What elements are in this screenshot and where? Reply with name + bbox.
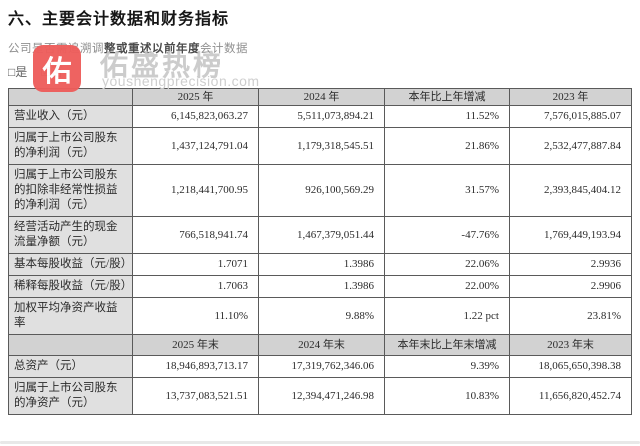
cell-value: 22.06% (384, 253, 510, 276)
cell-value: -47.76% (384, 216, 510, 254)
header-2025: 2025 年 (132, 88, 259, 106)
cell-value: 2,532,477,887.84 (509, 127, 632, 165)
row-label: 总资产（元） (8, 355, 133, 378)
question-text-overlapped: 整或重述以前年度 (104, 43, 200, 55)
row-label: 营业收入（元） (8, 105, 133, 128)
cell-value: 7,576,015,885.07 (509, 105, 632, 128)
table-row-net-profit: 归属于上市公司股东的净利润（元） 1,437,124,791.04 1,179,… (8, 127, 632, 165)
table-row-diluted-eps: 稀释每股收益（元/股） 1.7063 1.3986 22.00% 2.9906 (8, 275, 632, 298)
cell-value: 6,145,823,063.27 (132, 105, 259, 128)
table-row-operating-cash-flow: 经营活动产生的现金流量净额（元） 766,518,941.74 1,467,37… (8, 216, 632, 254)
header-year-end-change: 本年末比上年末增减 (384, 334, 510, 356)
option-yes-unchecked: □是 (8, 65, 28, 79)
header-2025-end: 2025 年末 (132, 334, 259, 356)
cell-value: 17,319,762,346.06 (258, 355, 385, 378)
watermark-brand-text: 佑盛热榜 (100, 51, 225, 82)
restatement-question: 公司是否需追溯调整或重述以前年度会计数据 (8, 40, 248, 56)
table-row-net-profit-excl-nonrecurring: 归属于上市公司股东的扣除非经常性损益的净利润（元） 1,218,441,700.… (8, 164, 632, 217)
cell-value: 926,100,569.29 (258, 164, 385, 217)
cell-value: 23.81% (509, 297, 632, 335)
cell-value: 18,946,893,713.17 (132, 355, 259, 378)
header-2023-end: 2023 年末 (509, 334, 632, 356)
cell-value: 2.9936 (509, 253, 632, 276)
cell-value: 5,511,073,894.21 (258, 105, 385, 128)
cell-value: 10.83% (384, 377, 510, 415)
row-label: 经营活动产生的现金流量净额（元） (8, 216, 133, 254)
cell-value: 22.00% (384, 275, 510, 298)
row-label: 归属于上市公司股东的净利润（元） (8, 127, 133, 165)
row-label: 稀释每股收益（元/股） (8, 275, 133, 298)
cell-value: 1.3986 (258, 253, 385, 276)
cell-value: 1,769,449,193.94 (509, 216, 632, 254)
row-label: 基本每股收益（元/股） (8, 253, 133, 276)
cell-value: 1,437,124,791.04 (132, 127, 259, 165)
cell-value: 31.57% (384, 164, 510, 217)
row-label: 归属于上市公司股东的净资产（元） (8, 377, 133, 415)
table-row-total-assets: 总资产（元） 18,946,893,713.17 17,319,762,346.… (8, 355, 632, 378)
cell-value: 1.22 pct (384, 297, 510, 335)
cell-value: 1.7063 (132, 275, 259, 298)
table-row-net-assets: 归属于上市公司股东的净资产（元） 13,737,083,521.51 12,39… (8, 377, 632, 415)
cell-value: 18,065,650,398.38 (509, 355, 632, 378)
table-row-basic-eps: 基本每股收益（元/股） 1.7071 1.3986 22.06% 2.9936 (8, 253, 632, 276)
question-text-suffix: 会计数据 (200, 43, 248, 55)
cell-value: 13,737,083,521.51 (132, 377, 259, 415)
cell-value: 11.52% (384, 105, 510, 128)
cell-value: 12,394,471,246.98 (258, 377, 385, 415)
cell-value: 9.39% (384, 355, 510, 378)
table-row-weighted-avg-roe: 加权平均净资产收益率 11.10% 9.88% 1.22 pct 23.81% (8, 297, 632, 335)
header-yoy-change: 本年比上年增减 (384, 88, 510, 106)
financial-indicators-table: 2025 年 2024 年 本年比上年增减 2023 年 营业收入（元） 6,1… (8, 88, 632, 415)
header-blank (8, 334, 133, 356)
cell-value: 1.3986 (258, 275, 385, 298)
cell-value: 1,179,318,545.51 (258, 127, 385, 165)
cell-value: 2,393,845,404.12 (509, 164, 632, 217)
cell-value: 1.7071 (132, 253, 259, 276)
cell-value: 9.88% (258, 297, 385, 335)
table-header-row-year-end: 2025 年末 2024 年末 本年末比上年末增减 2023 年末 (8, 334, 632, 356)
watermark-domain-text: youshengprecision.com (102, 73, 260, 89)
cell-value: 11,656,820,452.74 (509, 377, 632, 415)
row-label: 归属于上市公司股东的扣除非经常性损益的净利润（元） (8, 164, 133, 217)
cell-value: 766,518,941.74 (132, 216, 259, 254)
header-2024-end: 2024 年末 (258, 334, 385, 356)
cell-value: 21.86% (384, 127, 510, 165)
cell-value: 2.9906 (509, 275, 632, 298)
cell-value: 1,218,441,700.95 (132, 164, 259, 217)
cell-value: 1,467,379,051.44 (258, 216, 385, 254)
watermark-logo-icon: 佑 (33, 45, 81, 92)
table-row-revenue: 营业收入（元） 6,145,823,063.27 5,511,073,894.2… (8, 105, 632, 128)
table-header-row-annual: 2025 年 2024 年 本年比上年增减 2023 年 (8, 88, 632, 106)
bottom-divider (0, 441, 640, 444)
section-title: 六、主要会计数据和财务指标 (8, 11, 230, 28)
header-2023: 2023 年 (509, 88, 632, 106)
header-2024: 2024 年 (258, 88, 385, 106)
row-label: 加权平均净资产收益率 (8, 297, 133, 335)
cell-value: 11.10% (132, 297, 259, 335)
